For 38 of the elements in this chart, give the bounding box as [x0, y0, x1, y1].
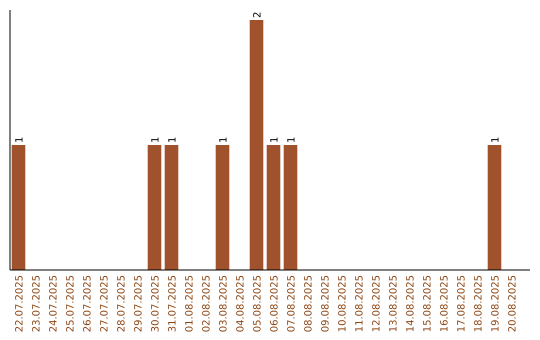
x-tick-label: 26.07.2025: [82, 275, 94, 332]
x-tick-label: 24.07.2025: [48, 275, 60, 332]
x-tick-label: 14.08.2025: [406, 275, 416, 332]
x-tick-label: 11.08.2025: [354, 275, 366, 332]
x-tick-label: 04.08.2025: [236, 275, 246, 332]
x-tick-label: 12.08.2025: [372, 275, 382, 332]
x-tick-label: 09.08.2025: [320, 275, 332, 332]
x-tick-label: 13.08.2025: [388, 275, 400, 332]
x-tick-label: 03.08.2025: [218, 275, 230, 332]
x-tick-label: 02.08.2025: [202, 275, 212, 332]
x-tick-label: 18.08.2025: [474, 275, 484, 332]
x-tick-label: 23.07.2025: [32, 275, 42, 332]
x-tick-label: 17.08.2025: [456, 275, 468, 332]
data-label: 2: [252, 12, 264, 18]
data-label: 1: [14, 136, 26, 143]
data-label: 1: [168, 136, 178, 143]
x-tick-label: 16.08.2025: [440, 275, 450, 332]
x-tick-label: 10.08.2025: [338, 275, 348, 332]
data-label: 1: [218, 136, 230, 143]
x-tick-label: 08.08.2025: [304, 275, 314, 332]
x-tick-label: 15.08.2025: [422, 275, 434, 332]
data-label: 1: [150, 136, 162, 143]
data-label: 1: [270, 136, 280, 143]
x-tick-label: 05.08.2025: [252, 275, 264, 332]
x-tick-label: 31.07.2025: [168, 275, 178, 332]
data-label: 1: [490, 136, 502, 143]
x-tick-label: 29.07.2025: [134, 275, 144, 332]
x-tick-label: 01.08.2025: [184, 275, 196, 332]
x-tick-label: 28.07.2025: [116, 275, 128, 332]
x-tick-label: 07.08.2025: [286, 275, 298, 332]
x-tick-label: 20.08.2025: [508, 275, 518, 332]
x-tick-label: 27.07.2025: [100, 275, 110, 332]
x-tick-label: 30.07.2025: [150, 275, 162, 332]
x-tick-label: 06.08.2025: [270, 275, 280, 332]
x-tick-label: 22.07.2025: [14, 275, 26, 332]
data-label: 1: [286, 136, 298, 143]
x-tick-label: 25.07.2025: [66, 275, 76, 332]
x-tick-label: 19.08.2025: [490, 275, 502, 332]
